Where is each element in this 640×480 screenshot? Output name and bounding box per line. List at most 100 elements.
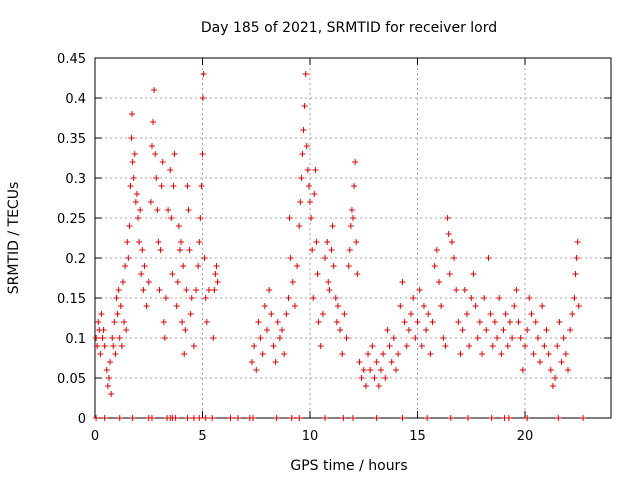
data-point <box>173 303 180 309</box>
data-point <box>305 183 312 189</box>
data-point <box>111 319 118 325</box>
data-point <box>459 327 466 333</box>
data-point <box>348 207 355 213</box>
data-point <box>279 327 286 333</box>
data-point <box>424 415 431 421</box>
data-point <box>353 239 360 245</box>
data-point <box>197 215 204 221</box>
data-point <box>438 303 445 309</box>
data-point <box>399 415 406 421</box>
data-point <box>182 327 189 333</box>
data-point <box>384 327 391 333</box>
data-point <box>124 239 131 245</box>
data-point <box>301 103 308 109</box>
data-point <box>350 415 356 421</box>
data-point <box>429 319 436 325</box>
data-point <box>198 183 205 189</box>
data-point <box>365 351 372 357</box>
data-point <box>133 191 140 197</box>
data-point <box>93 415 100 421</box>
data-point <box>156 287 163 293</box>
data-point <box>528 311 535 317</box>
data-point <box>524 415 531 421</box>
data-point <box>500 327 507 333</box>
data-point <box>116 415 123 421</box>
data-point <box>329 223 336 229</box>
data-point <box>562 351 569 357</box>
data-point <box>543 327 550 333</box>
data-point <box>367 367 374 373</box>
data-point <box>515 319 522 325</box>
data-point <box>159 159 166 165</box>
data-point <box>283 311 290 317</box>
data-point <box>132 199 139 205</box>
data-point <box>362 383 369 389</box>
data-point <box>148 415 155 421</box>
data-point <box>115 287 122 293</box>
data-point <box>130 175 137 181</box>
data-point <box>155 239 162 245</box>
data-point <box>433 247 440 253</box>
data-point <box>211 287 218 293</box>
x-tick-label: 10 <box>302 429 319 444</box>
data-point <box>178 239 184 245</box>
data-point <box>502 311 509 317</box>
data-point <box>123 327 130 333</box>
data-point <box>168 215 175 221</box>
data-point <box>179 319 186 325</box>
data-point <box>524 327 531 333</box>
data-point <box>504 343 511 349</box>
data-point <box>205 287 212 293</box>
data-point <box>101 343 108 349</box>
data-point <box>203 319 210 325</box>
data-point <box>386 343 393 349</box>
data-point <box>201 255 208 261</box>
data-point <box>195 263 202 269</box>
data-point <box>307 199 313 205</box>
data-point <box>418 343 425 349</box>
data-point <box>125 255 132 261</box>
data-point <box>308 215 315 221</box>
data-point <box>334 303 341 309</box>
data-point <box>289 279 296 285</box>
data-point <box>190 343 197 349</box>
data-point <box>131 151 138 157</box>
data-point <box>257 335 264 341</box>
data-point <box>472 303 479 309</box>
data-point <box>330 263 337 269</box>
data-point <box>485 255 492 261</box>
data-point <box>261 303 268 309</box>
data-point <box>119 279 126 285</box>
data-point <box>161 335 168 341</box>
data-point <box>333 319 340 325</box>
data-point <box>337 327 344 333</box>
x-tick-label: 0 <box>91 429 99 444</box>
y-tick-label: 0.3 <box>65 172 86 187</box>
data-point <box>371 375 378 381</box>
data-point <box>580 415 587 421</box>
y-tick-label: 0.05 <box>57 372 86 387</box>
data-point <box>541 343 548 349</box>
data-point <box>506 319 513 325</box>
y-tick-label: 0.2 <box>65 252 86 267</box>
data-point <box>445 231 452 237</box>
y-tick-labels: 0 0.05 0.1 0.15 0.2 0.25 0.3 0.35 0.4 0.45 <box>57 52 86 427</box>
data-point <box>255 319 262 325</box>
data-point <box>468 295 475 301</box>
data-point <box>491 319 498 325</box>
data-point <box>116 335 123 341</box>
data-point <box>463 311 470 317</box>
data-point <box>444 215 451 221</box>
data-point <box>172 415 179 421</box>
data-point <box>171 151 178 157</box>
data-point <box>425 311 432 317</box>
data-point <box>250 415 257 421</box>
data-point <box>575 303 582 309</box>
data-point <box>176 247 183 253</box>
data-point <box>94 343 101 349</box>
data-point <box>291 303 298 309</box>
data-point <box>455 319 462 325</box>
data-point <box>420 303 427 309</box>
data-point <box>373 359 380 365</box>
